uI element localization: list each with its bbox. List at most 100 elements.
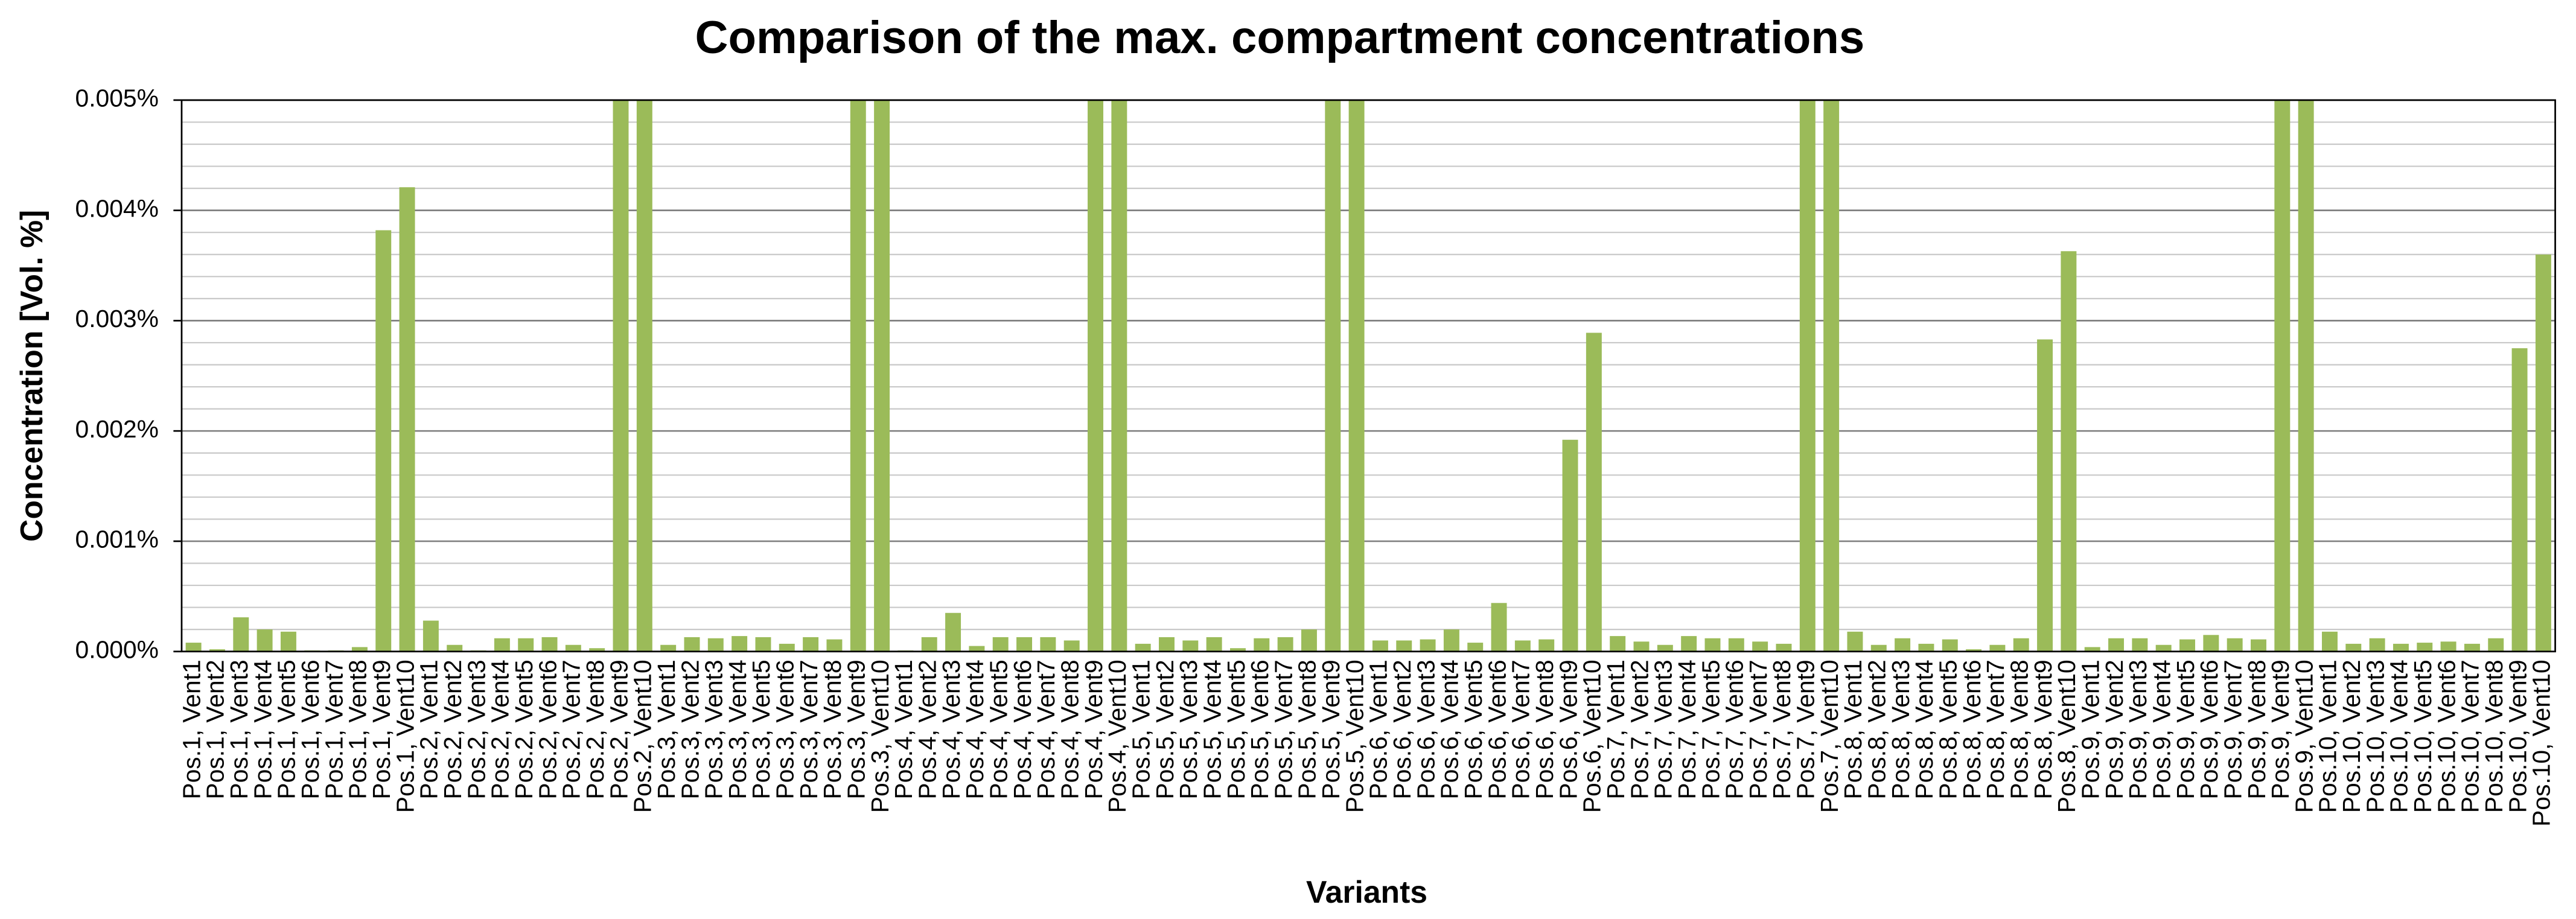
- bar: [2369, 638, 2385, 652]
- x-tick-label: Pos.5, Vent3: [1175, 660, 1202, 799]
- bar: [992, 637, 1009, 652]
- bar: [1870, 644, 1887, 652]
- x-tick-label: Pos.2, Vent5: [510, 660, 538, 799]
- x-tick-label: Pos.1, Vent4: [249, 660, 276, 799]
- x-tick-label: Pos.3, Vent3: [700, 660, 728, 799]
- bar: [2227, 638, 2243, 652]
- bar: [803, 637, 819, 652]
- chart-title: Comparison of the max. compartment conce…: [695, 12, 1865, 63]
- bar: [2037, 339, 2053, 652]
- x-tick-label: Pos.1, Vent8: [344, 660, 372, 799]
- bar: [2108, 638, 2125, 652]
- bar: [1420, 639, 1436, 652]
- x-tick-label: Pos.10, Vent2: [2338, 660, 2365, 813]
- x-tick-label: Pos.9, Vent5: [2172, 660, 2199, 799]
- bar: [779, 643, 795, 652]
- bar: [1657, 644, 1673, 652]
- x-tick-label: Pos.9, Vent8: [2243, 660, 2271, 799]
- bar: [707, 638, 724, 652]
- bar: [1989, 644, 2006, 652]
- bar: [2511, 348, 2528, 652]
- bar: [921, 637, 937, 652]
- x-tick-label: Pos.2, Vent6: [534, 660, 561, 799]
- bar: [2464, 643, 2480, 652]
- bar: [1491, 603, 1507, 652]
- bar: [1301, 629, 1317, 652]
- x-tick-label: Pos.8, Vent9: [2029, 660, 2057, 799]
- x-tick-label: Pos.8, Vent3: [1887, 660, 1914, 799]
- bar: [1135, 643, 1151, 652]
- bar: [1111, 100, 1127, 652]
- bar: [399, 187, 415, 652]
- x-tick-label: Pos.8, Vent1: [1839, 660, 1867, 799]
- bar: [233, 617, 249, 652]
- x-tick-label: Pos.10, Vent7: [2456, 660, 2484, 813]
- x-tick-label: Pos.10, Vent1: [2314, 660, 2342, 813]
- x-tick-label: Pos.3, Vent6: [771, 660, 799, 799]
- bar: [2298, 100, 2314, 652]
- x-tick-label: Pos.2, Vent1: [415, 660, 443, 799]
- x-tick-label: Pos.3, Vent8: [818, 660, 846, 799]
- bar: [2393, 643, 2409, 652]
- x-tick-label: Pos.4, Vent9: [1080, 660, 1108, 799]
- bar: [1254, 638, 1270, 652]
- x-tick-label: Pos.5, Vent4: [1198, 660, 1226, 799]
- x-tick-label: Pos.4, Vent2: [914, 660, 942, 799]
- bar: [494, 638, 510, 652]
- x-tick-label: Pos.6, Vent3: [1412, 660, 1439, 799]
- bar: [1799, 100, 1816, 652]
- bar: [1704, 638, 1721, 652]
- bar: [732, 636, 748, 652]
- bar: [1443, 629, 1459, 652]
- bar: [1776, 643, 1792, 652]
- x-tick-label: Pos.9, Vent6: [2195, 660, 2223, 799]
- bar: [518, 638, 534, 652]
- x-tick-label: Pos.3, Vent2: [676, 660, 704, 799]
- x-tick-label: Pos.4, Vent3: [937, 660, 965, 799]
- labels: 0.000% 0.001% 0.002% 0.003% 0.004% 0.005% Pos.…: [75, 84, 2555, 827]
- bar: [1633, 641, 1650, 652]
- bar: [660, 644, 677, 652]
- x-tick-label: Pos.1, Vent10: [391, 660, 419, 813]
- x-tick-label: Pos.2, Vent8: [581, 660, 609, 799]
- bar: [257, 629, 273, 652]
- bar: [280, 631, 296, 652]
- x-tick-label: Pos.4, Vent7: [1032, 660, 1060, 799]
- x-tick-label: Pos.2, Vent9: [605, 660, 633, 799]
- x-tick-label: Pos.1, Vent6: [296, 660, 324, 799]
- bar: [1277, 637, 1293, 652]
- bar: [2440, 641, 2456, 652]
- x-tick-label: Pos.9, Vent10: [2290, 660, 2318, 813]
- bar: [1514, 640, 1531, 652]
- x-tick-label: Pos.10, Vent5: [2409, 660, 2437, 813]
- bar: [1681, 636, 1697, 652]
- bar: [874, 100, 890, 652]
- x-tick-label: Pos.1, Vent2: [202, 660, 229, 799]
- x-tick-label: Pos.6, Vent2: [1388, 660, 1416, 799]
- x-tick-label: Pos.7, Vent8: [1768, 660, 1796, 799]
- bar: [2535, 254, 2551, 652]
- bar: [1182, 640, 1199, 652]
- x-tick-label: Pos.4, Vent5: [984, 660, 1012, 799]
- x-tick-label: Pos.9, Vent3: [2124, 660, 2152, 799]
- x-tick-label: Pos.7, Vent3: [1650, 660, 1677, 799]
- bar: [422, 620, 439, 652]
- bar: [2013, 638, 2029, 652]
- bar: [1467, 643, 1484, 652]
- x-tick-label: Pos.10, Vent6: [2432, 660, 2460, 813]
- y-tick-label: 0.002%: [75, 415, 159, 443]
- x-tick-label: Pos.7, Vent6: [1721, 660, 1749, 799]
- x-tick-label: Pos.3, Vent7: [795, 660, 823, 799]
- bar: [565, 644, 581, 652]
- bar: [2179, 639, 2195, 652]
- bar: [1159, 637, 1175, 652]
- bar: [1063, 640, 1080, 652]
- x-tick-label: Pos.10, Vent10: [2528, 660, 2555, 827]
- y-tick-label: 0.004%: [75, 194, 159, 222]
- bar: [2345, 643, 2362, 652]
- x-tick-label: Pos.3, Vent5: [747, 660, 775, 799]
- bar: [1586, 332, 1602, 652]
- bar: [684, 637, 700, 652]
- bar: [351, 647, 368, 652]
